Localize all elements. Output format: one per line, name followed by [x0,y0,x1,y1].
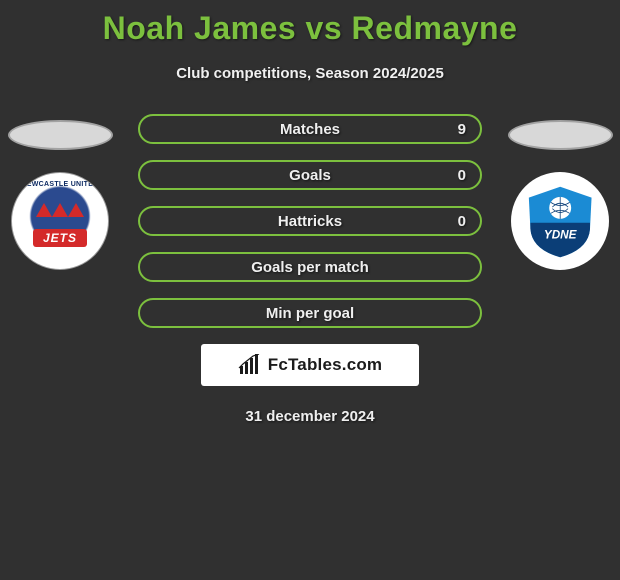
stat-label: Goals [289,167,331,184]
stat-label: Hattricks [278,213,342,230]
player-left: NEWCASTLE UNITED JETS [0,114,120,270]
player-avatar-placeholder [508,120,613,150]
stat-row: Min per goal [138,298,482,328]
stat-right-value: 0 [458,213,466,230]
svg-text:YDNE: YDNE [544,228,578,241]
player-right: YDNE [500,114,620,270]
club-top-text: NEWCASTLE UNITED [21,181,98,188]
stats-table: Matches 9 Goals 0 Hattricks 0 Goals per … [138,114,482,328]
page-title: Noah James vs Redmayne [0,0,620,47]
subtitle: Club competitions, Season 2024/2025 [0,65,620,82]
jet-icon [68,203,84,217]
bar-chart-icon [238,354,262,376]
stat-row: Hattricks 0 [138,206,482,236]
sydney-fc-shield-icon: YDNE [521,182,599,260]
club-badge-right: YDNE [511,172,609,270]
jet-icon [36,203,52,217]
club-badge-left: NEWCASTLE UNITED JETS [11,172,109,270]
stat-row: Goals 0 [138,160,482,190]
comparison-panel: NEWCASTLE UNITED JETS YDNE Matches 9 [0,114,620,425]
stat-label: Min per goal [266,305,354,322]
branding-text: FcTables.com [268,355,383,375]
player-avatar-placeholder [8,120,113,150]
jet-icon [52,203,68,217]
branding-box: FcTables.com [201,344,419,386]
stat-row: Goals per match [138,252,482,282]
stat-right-value: 0 [458,167,466,184]
stat-right-value: 9 [458,121,466,138]
stat-label: Goals per match [251,259,369,276]
club-banner-text: JETS [33,229,87,247]
footer-date: 31 december 2024 [0,408,620,425]
stat-label: Matches [280,121,340,138]
stat-row: Matches 9 [138,114,482,144]
